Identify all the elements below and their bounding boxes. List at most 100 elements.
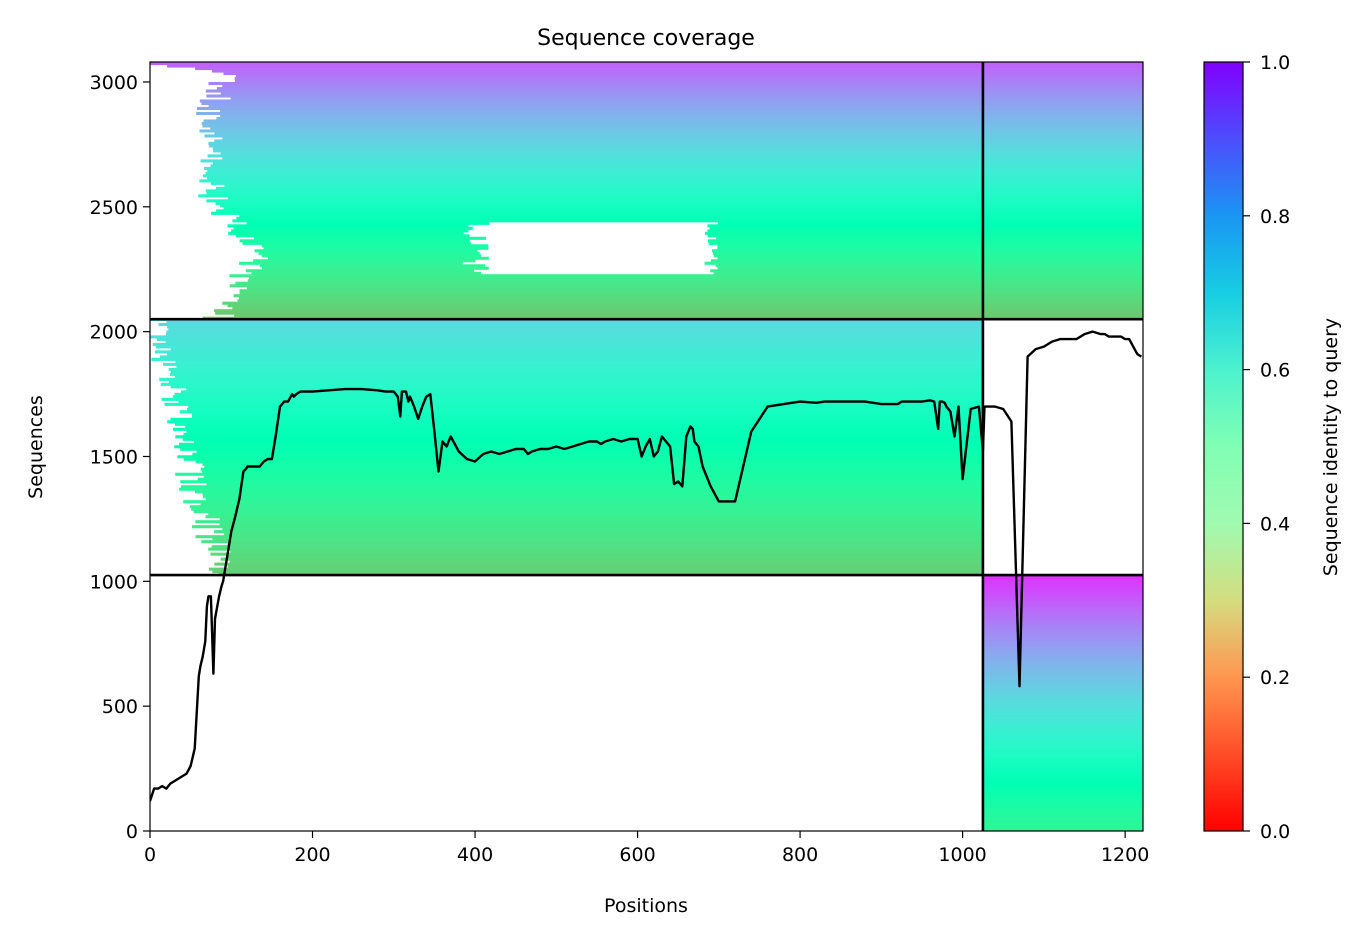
msa-strip [982, 818, 1143, 822]
msa-strip [982, 801, 1143, 805]
msa-strip [239, 214, 1143, 218]
msa-strip [200, 467, 983, 471]
msa-strip [168, 327, 983, 332]
msa-strip [982, 611, 1143, 615]
msa-strip [201, 540, 983, 544]
msa-strip [982, 678, 1143, 682]
msa-strip [248, 276, 1143, 280]
msa-strip [195, 460, 983, 464]
msa-strip [170, 417, 983, 421]
msa-strip [150, 335, 983, 339]
msa-strip [216, 209, 1143, 213]
msa-strip [202, 492, 983, 496]
msa-strip [982, 596, 1143, 600]
msa-strip [208, 567, 983, 571]
msa-strip [196, 106, 1143, 111]
msa-strip [711, 249, 1143, 253]
msa-strip [982, 828, 1143, 831]
msa-strip [170, 370, 983, 374]
msa-strip [215, 201, 1143, 205]
msa-strip [227, 565, 983, 569]
msa-strip [154, 350, 983, 354]
msa-strip [193, 510, 983, 514]
y-tick-label: 3000 [90, 72, 138, 94]
msa-strip [704, 261, 1143, 265]
msa-strip [191, 507, 983, 511]
msa-strip [214, 530, 983, 534]
x-axis: 0 200 400 600 800 1000 1200 [144, 831, 1149, 866]
msa-strip [982, 711, 1143, 715]
msa-strip [206, 199, 1143, 203]
msa-strip [227, 304, 1143, 308]
msa-strip [254, 236, 487, 240]
colorbar-tick-label: 0.2 [1260, 667, 1290, 689]
msa-strip [208, 81, 1143, 86]
msa-strip [982, 658, 1143, 662]
plot-area [150, 62, 1143, 831]
msa-strip [188, 405, 983, 409]
msa-strip [214, 139, 1143, 143]
msa-strip [210, 164, 1143, 168]
msa-strip [195, 66, 1143, 71]
msa-strip [235, 281, 1143, 285]
msa-heatmap [150, 62, 1143, 831]
msa-strip [216, 86, 1143, 91]
msa-strip [235, 74, 1143, 78]
msa-strip [707, 234, 1143, 238]
msa-strip [236, 216, 1143, 220]
msa-strip [213, 161, 1143, 165]
msa-strip [239, 239, 470, 243]
coverage-line [150, 330, 1143, 802]
msa-strip [982, 738, 1143, 742]
msa-strip [208, 547, 983, 551]
msa-strip [189, 505, 983, 509]
msa-strip [222, 136, 1143, 140]
msa-strip [195, 535, 983, 539]
chart-title: Sequence coverage [537, 26, 755, 51]
msa-strip [156, 337, 983, 341]
colorbar-tick-label: 0.4 [1260, 513, 1290, 535]
msa-strip [206, 191, 1143, 195]
msa-strip [982, 593, 1143, 597]
msa-strip [166, 330, 983, 334]
msa-strip [267, 256, 489, 260]
msa-strip [222, 527, 983, 531]
msa-strip [982, 588, 1143, 592]
msa-strip [717, 244, 1143, 248]
msa-strip [982, 676, 1143, 680]
msa-strip [228, 231, 464, 235]
msa-strip [982, 663, 1143, 667]
msa-strip [186, 387, 983, 391]
msa-strip [202, 174, 1143, 178]
msa-strip [982, 813, 1143, 817]
x-tick-label: 400 [457, 844, 493, 866]
msa-strip [234, 76, 1143, 81]
msa-strip [982, 826, 1143, 830]
msa-strip [982, 603, 1143, 607]
msa-strip [982, 793, 1143, 797]
msa-strip [713, 271, 1143, 275]
msa-strip [159, 355, 983, 359]
msa-strip [982, 661, 1143, 665]
msa-strip [206, 482, 983, 486]
y-axis-label: Sequences [25, 395, 47, 499]
msa-strip [170, 372, 983, 376]
plot-frame [149, 61, 1144, 832]
msa-strip [216, 116, 1143, 121]
msa-strip [982, 606, 1143, 610]
msa-strip [179, 487, 983, 491]
msa-strip [982, 686, 1143, 690]
msa-strip [220, 109, 1143, 113]
msa-strip [982, 643, 1143, 647]
msa-strip [982, 713, 1143, 717]
msa-strip [982, 693, 1143, 697]
x-tick-label: 800 [782, 844, 818, 866]
msa-strip [166, 320, 983, 324]
x-tick-label: 0 [144, 844, 156, 866]
msa-strip [210, 552, 983, 556]
msa-strip [237, 299, 1143, 303]
msa-strip [982, 631, 1143, 635]
msa-strip [220, 91, 1143, 96]
y-tick-label: 0 [126, 821, 138, 843]
